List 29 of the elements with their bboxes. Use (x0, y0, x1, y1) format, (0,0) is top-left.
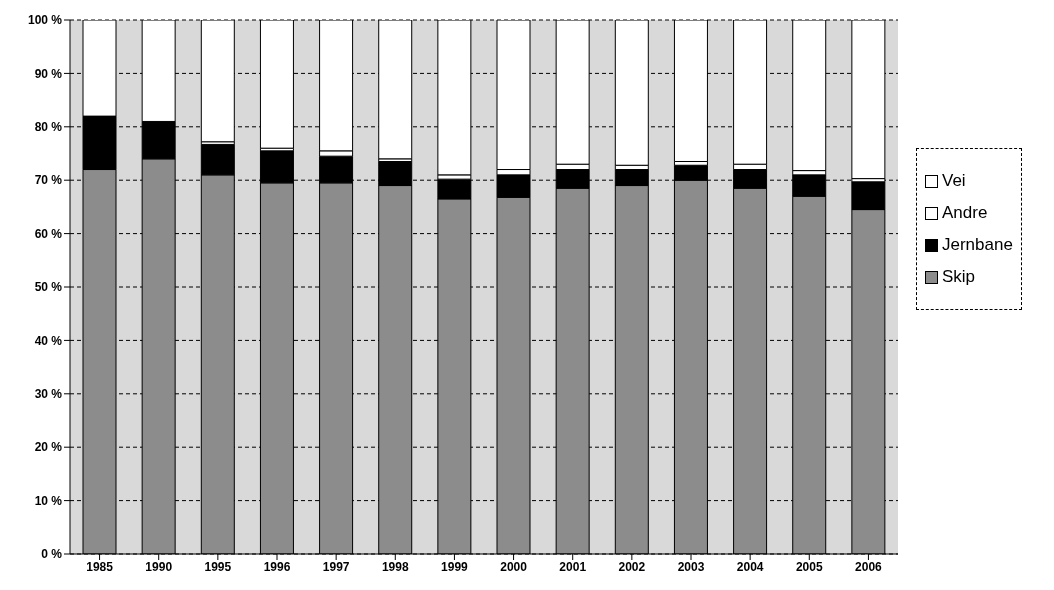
x-tick-label: 1985 (86, 559, 114, 574)
y-tick-label: 10 % (34, 493, 63, 508)
x-tick-label: 1998 (381, 559, 409, 574)
y-tick-label: 70 % (34, 173, 63, 188)
x-tick-label: 1995 (204, 559, 232, 574)
y-tick-label: 20 % (34, 440, 63, 455)
legend-label: Skip (942, 267, 976, 287)
y-tick-label: 0 % (41, 547, 63, 562)
x-tick-label: 2006 (855, 559, 883, 574)
y-tick-label: 100 % (27, 13, 63, 28)
x-tick-label: 1999 (441, 559, 469, 574)
x-tick-label: 2002 (618, 559, 646, 574)
x-tick-label: 1997 (322, 559, 350, 574)
legend-label: Vei (942, 171, 966, 191)
y-tick-label: 40 % (34, 333, 63, 348)
y-tick-label: 60 % (34, 226, 63, 241)
y-tick-label: 90 % (34, 66, 63, 81)
legend-label: Andre (942, 203, 988, 223)
x-tick-label: 2004 (736, 559, 764, 574)
x-tick-label: 1990 (145, 559, 173, 574)
x-tick-label: 1996 (263, 559, 291, 574)
x-tick-label: 2005 (795, 559, 823, 574)
legend-label: Jernbane (942, 235, 1013, 255)
x-tick-label: 2003 (677, 559, 705, 574)
x-tick-label: 2001 (559, 559, 587, 574)
y-tick-label: 80 % (34, 120, 63, 135)
y-tick-label: 30 % (34, 387, 63, 402)
x-tick-label: 2000 (500, 559, 528, 574)
y-tick-label: 50 % (34, 280, 63, 295)
